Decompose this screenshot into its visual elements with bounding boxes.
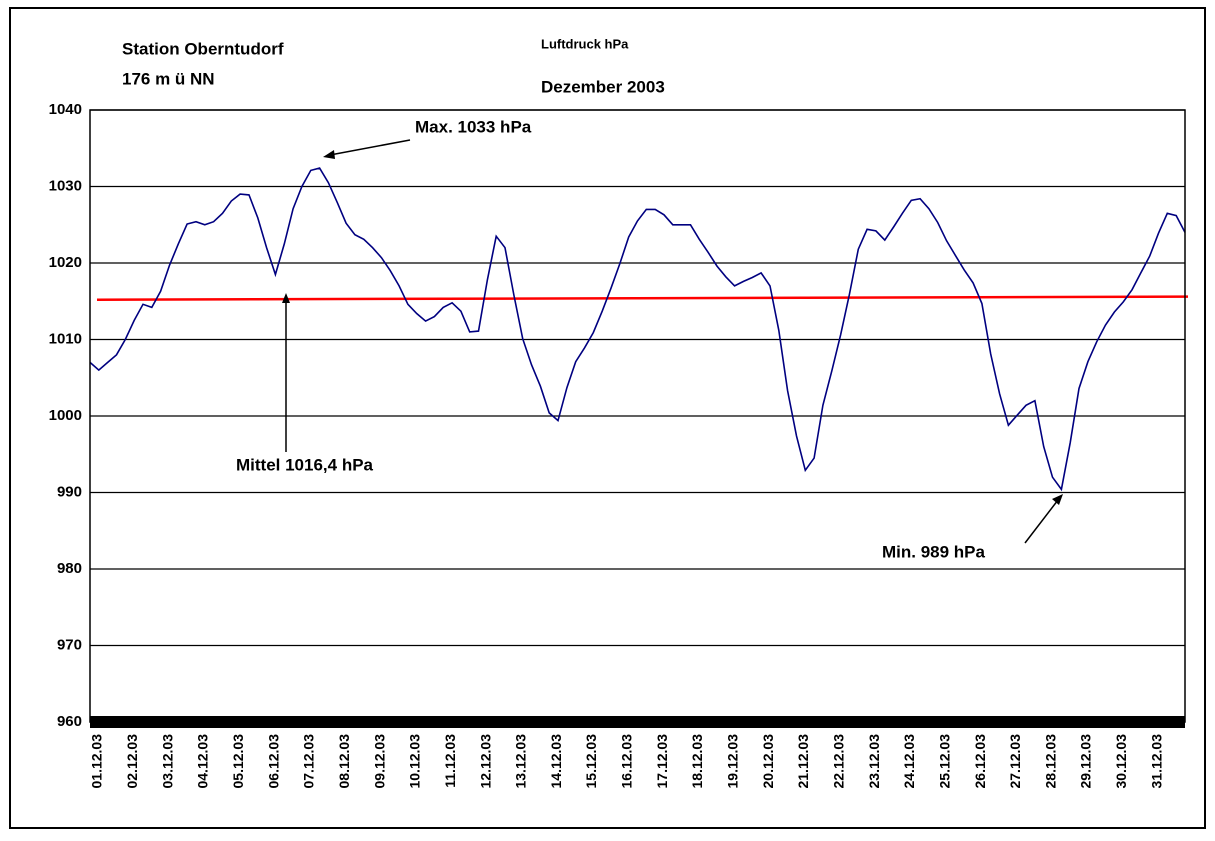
- x-tick-label: 26.12.03: [972, 734, 988, 789]
- x-tick-label: 22.12.03: [830, 734, 846, 789]
- y-tick-label: 1020: [49, 254, 82, 271]
- x-tick-label: 11.12.03: [442, 734, 458, 788]
- x-tick-label: 25.12.03: [936, 734, 952, 789]
- mean-line: [96, 295, 1189, 301]
- x-tick-label: 15.12.03: [583, 734, 599, 789]
- plot-area: 960 970 980 990 1000 1010 1020 1030 1040 01.12.03…: [49, 101, 1189, 789]
- x-tick-label: 30.12.03: [1113, 734, 1129, 789]
- arrowhead: [282, 293, 290, 303]
- x-tick-label: 03.12.03: [159, 734, 175, 789]
- arrowhead: [323, 150, 335, 159]
- annotation: Max. 1033 hPa: [415, 117, 532, 136]
- series-line: [89, 167, 1186, 492]
- x-tick-label: 31.12.03: [1148, 734, 1164, 789]
- x-tick-label: 08.12.03: [336, 734, 352, 789]
- y-tick-label: 990: [57, 483, 82, 500]
- x-tick-label: 12.12.03: [477, 734, 493, 789]
- x-tick-label: 29.12.03: [1078, 734, 1094, 789]
- arrowhead: [1052, 494, 1063, 505]
- chart-title: Luftdruck hPa: [541, 36, 629, 51]
- x-tick-label: 16.12.03: [619, 734, 635, 789]
- x-tick-label: 17.12.03: [654, 734, 670, 789]
- x-tick-label: 05.12.03: [230, 734, 246, 789]
- station: Station Oberntudorf: [122, 39, 284, 58]
- elevation: 176 m ü NN: [122, 69, 215, 88]
- x-tick-label: 21.12.03: [795, 734, 811, 789]
- x-tick-label: 19.12.03: [725, 734, 741, 789]
- plot-border: [89, 109, 1186, 723]
- x-tick-label: 24.12.03: [901, 734, 917, 789]
- x-tick-label: 28.12.03: [1042, 734, 1058, 789]
- x-tick-label: 23.12.03: [866, 734, 882, 789]
- y-tick-label: 960: [57, 713, 82, 730]
- x-tick-label: 13.12.03: [513, 734, 529, 789]
- y-tick-label: 1010: [49, 330, 82, 347]
- x-tick-label: 02.12.03: [124, 734, 140, 789]
- arrow: [1024, 499, 1059, 544]
- x-tick-label: 07.12.03: [301, 734, 317, 789]
- y-tick-label: 1030: [49, 177, 82, 194]
- arrow: [329, 139, 411, 156]
- x-tick-label: 18.12.03: [689, 734, 705, 789]
- x-tick-label: 04.12.03: [195, 734, 211, 789]
- y-tick-label: 970: [57, 636, 82, 653]
- x-tick-label: 01.12.03: [89, 734, 105, 789]
- x-tick-label: 27.12.03: [1007, 734, 1023, 789]
- x-tick-label: 09.12.03: [371, 734, 387, 789]
- y-tick-label: 1000: [49, 407, 82, 424]
- x-tick-label: 10.12.03: [407, 734, 423, 789]
- annotation: Mittel 1016,4 hPa: [236, 455, 374, 474]
- frame: [9, 7, 1206, 829]
- chart-subtitle: Dezember 2003: [541, 77, 665, 96]
- x-tick-label: 20.12.03: [760, 734, 776, 789]
- annotation: Min. 989 hPa: [882, 542, 986, 561]
- x-tick-label: 06.12.03: [265, 734, 281, 789]
- y-tick-label: 1040: [49, 101, 82, 118]
- y-tick-label: 980: [57, 560, 82, 577]
- x-tick-label: 14.12.03: [548, 734, 564, 789]
